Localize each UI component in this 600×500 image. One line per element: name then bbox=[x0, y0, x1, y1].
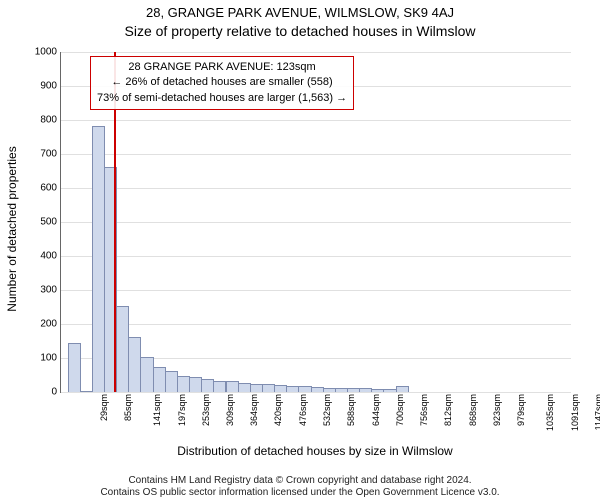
annotation-line-1: 28 GRANGE PARK AVENUE: 123sqm bbox=[97, 60, 347, 75]
histogram-bar bbox=[189, 377, 202, 392]
histogram-bar bbox=[311, 387, 324, 392]
annotation-line-3: 73% of semi-detached houses are larger (… bbox=[97, 91, 347, 106]
x-axis-label: Distribution of detached houses by size … bbox=[60, 444, 570, 458]
gridline bbox=[61, 154, 571, 155]
y-tick: 500 bbox=[29, 217, 57, 228]
x-tick: 923sqm bbox=[492, 394, 502, 426]
footer-line-1: Contains HM Land Registry data © Crown c… bbox=[0, 475, 600, 486]
gridline bbox=[61, 290, 571, 291]
x-tick: 588sqm bbox=[346, 394, 356, 426]
gridline bbox=[61, 120, 571, 121]
y-tick: 600 bbox=[29, 183, 57, 194]
x-tick: 756sqm bbox=[419, 394, 429, 426]
histogram-bar bbox=[92, 126, 105, 392]
annotation-line-2: ← 26% of detached houses are smaller (55… bbox=[97, 75, 347, 90]
footer-line-2: Contains OS public sector information li… bbox=[0, 487, 600, 498]
y-tick: 100 bbox=[29, 353, 57, 364]
y-tick: 700 bbox=[29, 149, 57, 160]
x-tick: 868sqm bbox=[468, 394, 478, 426]
annotation-box: 28 GRANGE PARK AVENUE: 123sqm ← 26% of d… bbox=[90, 56, 354, 110]
histogram-bar bbox=[177, 376, 190, 392]
gridline bbox=[61, 392, 571, 393]
histogram-bar bbox=[116, 306, 129, 392]
x-tick: 1091sqm bbox=[570, 394, 580, 431]
gridline bbox=[61, 324, 571, 325]
histogram-bar bbox=[396, 386, 409, 392]
page-title: 28, GRANGE PARK AVENUE, WILMSLOW, SK9 4A… bbox=[0, 5, 600, 20]
x-tick: 476sqm bbox=[298, 394, 308, 426]
x-tick: 197sqm bbox=[177, 394, 187, 426]
histogram-bar bbox=[238, 383, 251, 393]
gridline bbox=[61, 52, 571, 53]
histogram-bar bbox=[371, 389, 384, 392]
histogram-bar bbox=[140, 357, 153, 392]
chart-subtitle: Size of property relative to detached ho… bbox=[0, 23, 600, 39]
histogram-bar bbox=[298, 386, 311, 392]
gridline bbox=[61, 256, 571, 257]
histogram-bar bbox=[201, 379, 214, 392]
x-tick: 141sqm bbox=[152, 394, 162, 426]
y-tick: 800 bbox=[29, 115, 57, 126]
histogram-bar bbox=[383, 389, 396, 392]
histogram-bar bbox=[250, 384, 263, 392]
histogram-bar bbox=[153, 367, 166, 392]
histogram-bar bbox=[359, 388, 372, 392]
y-tick: 1000 bbox=[29, 47, 57, 58]
x-tick: 420sqm bbox=[273, 394, 283, 426]
histogram-bar bbox=[274, 385, 287, 392]
x-tick: 812sqm bbox=[443, 394, 453, 426]
x-tick: 309sqm bbox=[225, 394, 235, 426]
y-axis-label: Number of detached properties bbox=[5, 129, 19, 329]
x-tick: 1147sqm bbox=[593, 394, 600, 430]
x-tick: 532sqm bbox=[322, 394, 332, 426]
x-tick: 644sqm bbox=[371, 394, 381, 426]
x-tick: 85sqm bbox=[123, 394, 133, 421]
gridline bbox=[61, 222, 571, 223]
histogram-bar bbox=[68, 343, 81, 392]
x-tick: 364sqm bbox=[249, 394, 259, 426]
x-tick: 1035sqm bbox=[545, 394, 555, 431]
x-tick: 979sqm bbox=[516, 394, 526, 426]
histogram-bar bbox=[128, 337, 141, 392]
x-tick: 253sqm bbox=[201, 394, 211, 426]
y-tick: 0 bbox=[29, 387, 57, 398]
histogram-bar bbox=[335, 388, 348, 392]
histogram-bar bbox=[323, 388, 336, 392]
x-tick: 700sqm bbox=[395, 394, 405, 426]
x-tick: 29sqm bbox=[99, 394, 109, 421]
y-tick: 900 bbox=[29, 81, 57, 92]
histogram-bar bbox=[80, 391, 93, 392]
histogram-bar bbox=[213, 381, 226, 392]
y-tick: 400 bbox=[29, 251, 57, 262]
histogram-bar bbox=[262, 384, 275, 392]
y-tick: 300 bbox=[29, 285, 57, 296]
gridline bbox=[61, 188, 571, 189]
y-tick: 200 bbox=[29, 319, 57, 330]
